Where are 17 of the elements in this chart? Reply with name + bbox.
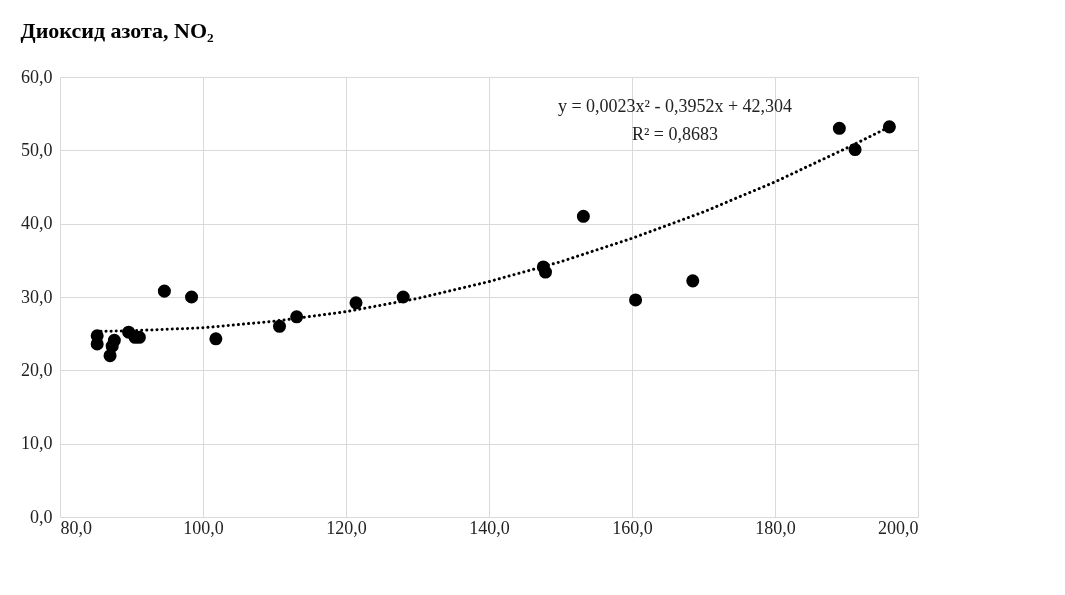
y-tick-label: 0,0 <box>30 506 53 527</box>
y-tick-label: 20,0 <box>21 359 53 380</box>
x-tick-label: 140,0 <box>469 517 510 538</box>
y-tick-label: 50,0 <box>21 139 53 160</box>
y-tick-label: 60,0 <box>21 66 53 87</box>
x-tick-label: 180,0 <box>755 517 796 538</box>
y-tick-label: 40,0 <box>21 213 53 234</box>
y-tick-label: 10,0 <box>21 433 53 454</box>
x-tick-label: 100,0 <box>183 517 224 538</box>
y-tick-label: 30,0 <box>21 286 53 307</box>
x-tick-label: 120,0 <box>326 517 367 538</box>
x-tick-label: 200,0 <box>878 517 919 538</box>
x-tick-label: 160,0 <box>612 517 653 538</box>
x-tick-label: 80,0 <box>60 517 92 538</box>
annotation: R² = 0,8683 <box>631 124 719 144</box>
chart-title: Диоксид азота, NO₂ <box>20 18 215 43</box>
annotation: y = 0,0023x² - 0,3952x + 42,304 <box>557 96 793 116</box>
